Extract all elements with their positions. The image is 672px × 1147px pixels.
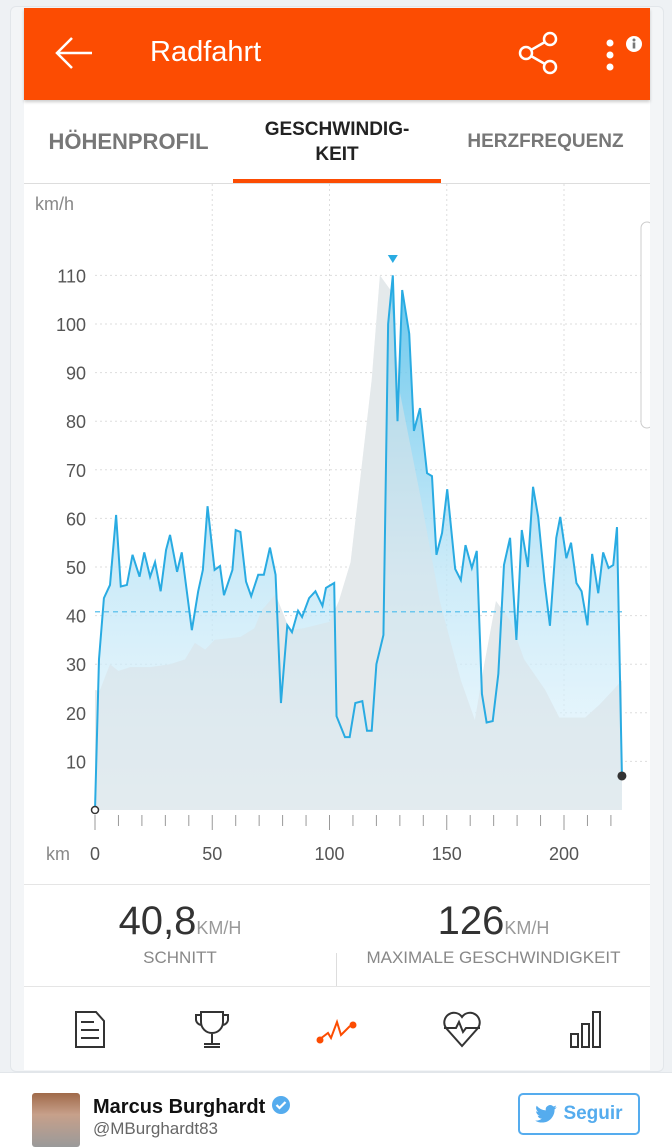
y-tick-label: 90 [66, 364, 86, 384]
y-tick-label: 40 [66, 607, 86, 627]
y-axis-label: km/h [35, 194, 74, 214]
stat-unit: KM/H [504, 918, 550, 938]
x-tick-label: 200 [549, 844, 579, 864]
tab-elevation[interactable]: HÖHENPROFIL [48, 128, 209, 154]
start-point [90, 805, 100, 815]
share-icon[interactable] [517, 30, 561, 76]
chart-tabs: HÖHENPROFIL GESCHWINDIG- KEIT HERZFREQUEN… [24, 100, 650, 184]
document-icon[interactable] [68, 1006, 112, 1050]
info-icon[interactable] [625, 35, 643, 53]
y-tick-label: 80 [66, 412, 86, 432]
y-tick-label: 30 [66, 655, 86, 675]
follow-label: Seguir [563, 1103, 623, 1124]
x-tick-label: 0 [90, 844, 100, 864]
stat-value: 40,8 [118, 899, 197, 943]
scroll-handle[interactable] [640, 221, 650, 429]
y-tick-label: 100 [56, 315, 86, 335]
elevation-overlay [95, 275, 622, 810]
y-tick-label: 10 [66, 752, 86, 772]
avatar[interactable] [32, 1093, 80, 1147]
verified-badge-icon [271, 1096, 290, 1114]
stat-label: SCHNITT [143, 948, 217, 967]
arrow-left-icon[interactable] [54, 36, 94, 70]
twitter-bird-icon [535, 1105, 558, 1123]
x-tick-label: 100 [314, 844, 344, 864]
stat-max: 126KM/H MAXIMALE GESCHWINDIGKEIT [337, 899, 650, 968]
stat-unit: KM/H [196, 918, 242, 938]
x-tick-label: 50 [202, 844, 222, 864]
page-title: Radfahrt [150, 36, 262, 68]
y-tick-label: 110 [57, 266, 86, 286]
stats-row: 40,8KM/H SCHNITT 126KM/H MAXIMALE GESCHW… [24, 884, 650, 987]
app-header: Radfahrt [24, 8, 650, 100]
activity-view: Radfahrt HÖHENPROFIL GESCHWINDIG- KEIT HE… [24, 8, 650, 1070]
speed-chart-icon[interactable] [315, 1006, 359, 1050]
tab-label-line: GESCHWINDIG- [264, 118, 410, 140]
y-tick-label: 70 [66, 461, 86, 481]
end-point [617, 771, 627, 781]
speed-line [94, 275, 623, 811]
twitter-follow-bar: Marcus Burghardt @MBurghardt83 Seguir [0, 1072, 672, 1147]
tab-heart-rate[interactable]: HERZFREQUENZ [467, 130, 624, 152]
bar-chart-icon[interactable] [565, 1006, 609, 1050]
tab-speed[interactable]: GESCHWINDIG- KEIT [233, 100, 441, 183]
heart-rate-icon[interactable] [440, 1006, 484, 1050]
trophy-icon[interactable] [190, 1006, 234, 1050]
stat-average: 40,8KM/H SCHNITT [24, 899, 336, 968]
x-tick-label: 150 [432, 844, 462, 864]
y-tick-label: 60 [66, 509, 86, 529]
x-axis-label: km [46, 844, 70, 864]
speed-chart: 10 20 30 40 50 60 70 80 90 100 110 0 50 100 150 200 km/h… [35, 184, 650, 864]
more-vertical-icon[interactable] [604, 38, 616, 74]
y-tick-label: 50 [66, 558, 86, 578]
max-marker [387, 255, 398, 263]
section-icon-bar [24, 986, 650, 1070]
y-tick-label: 20 [66, 704, 86, 724]
tab-label-line: KEIT [315, 143, 359, 165]
user-handle[interactable]: @MBurghardt83 [93, 1119, 218, 1138]
divider [336, 953, 337, 986]
user-name[interactable]: Marcus Burghardt [93, 1095, 291, 1119]
user-name-text: Marcus Burghardt [93, 1096, 266, 1118]
follow-button[interactable]: Seguir [518, 1093, 640, 1135]
stat-value: 126 [437, 899, 505, 943]
stat-label: MAXIMALE GESCHWINDIGKEIT [366, 948, 621, 967]
